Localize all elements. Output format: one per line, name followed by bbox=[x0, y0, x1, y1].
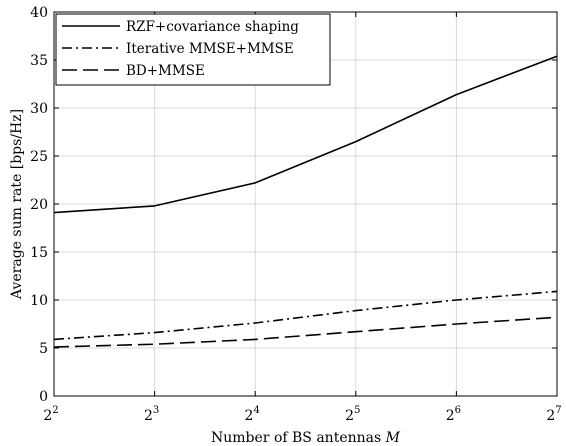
x-tick-label: 22 bbox=[43, 405, 58, 424]
y-tick-label: 30 bbox=[30, 101, 48, 117]
x-tick-base: 2 bbox=[446, 408, 455, 424]
x-tick-exponent: 6 bbox=[455, 405, 461, 416]
x-tick-label: 24 bbox=[245, 405, 260, 424]
x-tick-label: 23 bbox=[144, 405, 159, 424]
y-tick-label: 40 bbox=[30, 5, 48, 21]
x-tick-label: 26 bbox=[446, 405, 461, 424]
y-tick-label: 5 bbox=[39, 341, 48, 357]
x-tick-exponent: 7 bbox=[555, 405, 561, 416]
x-tick-base: 2 bbox=[245, 408, 254, 424]
series-line-3 bbox=[53, 316, 558, 348]
x-tick-exponent: 2 bbox=[52, 405, 58, 416]
x-axis-label: Number of BS antennas M bbox=[211, 430, 401, 446]
y-axis-label: Average sum rate [bps/Hz] bbox=[9, 109, 25, 300]
x-tick-label: 25 bbox=[345, 405, 360, 424]
x-axis-label-variable: M bbox=[385, 430, 401, 446]
series-lines bbox=[53, 55, 558, 348]
y-tick-label: 0 bbox=[39, 389, 48, 405]
x-axis-label-text: Number of BS antennas bbox=[211, 430, 381, 446]
legend-label: RZF+covariance shaping bbox=[126, 19, 299, 35]
x-tick-base: 2 bbox=[546, 408, 555, 424]
x-tick-base: 2 bbox=[144, 408, 153, 424]
legend-label: Iterative MMSE+MMSE bbox=[126, 41, 294, 57]
x-tick-base: 2 bbox=[345, 408, 354, 424]
legend-label: BD+MMSE bbox=[126, 63, 205, 79]
legend: RZF+covariance shaping Iterative MMSE+MMS… bbox=[55, 13, 331, 86]
x-tick-exponent: 3 bbox=[153, 405, 159, 416]
y-tick-label: 35 bbox=[30, 53, 48, 69]
x-tick-label: 27 bbox=[546, 405, 561, 424]
y-tick-label: 15 bbox=[30, 245, 48, 261]
series-line-1 bbox=[53, 55, 558, 214]
y-tick-label: 20 bbox=[30, 197, 48, 213]
y-tick-label: 10 bbox=[30, 293, 48, 309]
x-tick-exponent: 4 bbox=[253, 405, 259, 416]
series-line-2 bbox=[53, 290, 558, 341]
x-tick-exponent: 5 bbox=[354, 405, 360, 416]
y-tick-label: 25 bbox=[30, 149, 48, 165]
x-tick-base: 2 bbox=[43, 408, 52, 424]
